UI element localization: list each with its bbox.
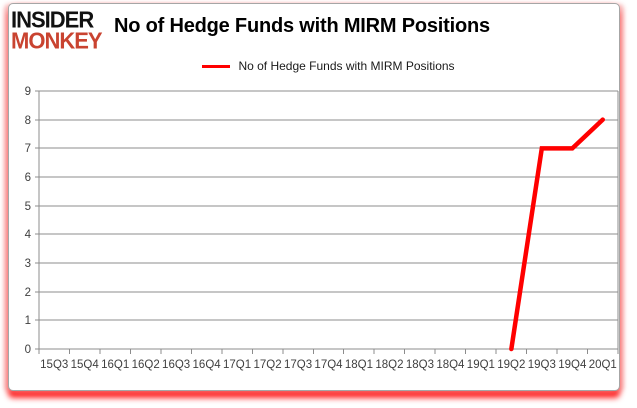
x-tick-label: 15Q4 bbox=[71, 359, 100, 371]
y-tick-label: 8 bbox=[25, 115, 31, 127]
y-tick-label: 3 bbox=[25, 258, 31, 270]
y-tick-label: 4 bbox=[25, 229, 32, 241]
y-tick-label: 1 bbox=[25, 315, 31, 327]
x-tick-label: 19Q2 bbox=[497, 359, 525, 371]
logo-monkey-text: MONKEY bbox=[11, 27, 103, 54]
x-tick-label: 16Q1 bbox=[101, 359, 129, 371]
legend-line-swatch-icon bbox=[202, 64, 231, 68]
x-tick-label: 16Q4 bbox=[193, 359, 222, 371]
chart-legend: No of Hedge Funds with MIRM Positions bbox=[39, 58, 618, 74]
x-tick-label: 17Q1 bbox=[223, 359, 251, 371]
x-tick-label: 17Q2 bbox=[253, 359, 281, 371]
x-tick-label: 19Q3 bbox=[528, 359, 556, 371]
logo-insider-text: INSIDER bbox=[11, 6, 94, 33]
y-tick-label: 6 bbox=[25, 172, 31, 184]
y-tick-label: 0 bbox=[25, 344, 31, 356]
x-tick-label: 20Q1 bbox=[589, 359, 617, 371]
x-tick-label: 18Q3 bbox=[406, 359, 434, 371]
x-tick-label: 19Q1 bbox=[467, 359, 495, 371]
x-tick-label: 19Q4 bbox=[558, 359, 587, 371]
y-tick-label: 5 bbox=[25, 201, 31, 213]
y-tick-label: 9 bbox=[25, 86, 31, 98]
series-line bbox=[509, 117, 606, 352]
x-tick-label: 15Q3 bbox=[40, 359, 68, 371]
x-tick-label: 18Q4 bbox=[436, 359, 465, 371]
x-tick-label: 18Q1 bbox=[345, 359, 373, 371]
legend-label: No of Hedge Funds with MIRM Positions bbox=[238, 59, 455, 73]
x-tick-label: 17Q3 bbox=[284, 359, 312, 371]
card-frame bbox=[8, 3, 620, 391]
insider-monkey-logo: INSIDER MONKEY bbox=[11, 6, 103, 54]
x-tick-label: 17Q4 bbox=[314, 359, 343, 371]
y-tick-label: 2 bbox=[25, 287, 31, 299]
x-tick-label: 16Q3 bbox=[162, 359, 190, 371]
x-tick-label: 18Q2 bbox=[375, 359, 403, 371]
x-tick-label: 16Q2 bbox=[132, 359, 160, 371]
chart-title: No of Hedge Funds with MIRM Positions bbox=[114, 15, 490, 37]
y-tick-label: 7 bbox=[25, 143, 31, 155]
